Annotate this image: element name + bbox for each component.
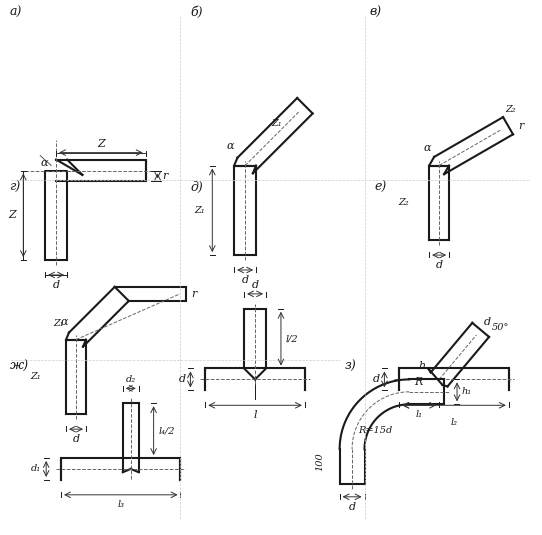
Text: Z₁: Z₁ <box>53 319 64 327</box>
Text: Z₁: Z₁ <box>195 206 205 215</box>
Text: 50°: 50° <box>492 323 509 332</box>
Text: l₂: l₂ <box>450 418 457 427</box>
Text: г): г) <box>9 180 21 194</box>
Text: ж): ж) <box>9 360 29 372</box>
Text: l₃: l₃ <box>117 500 124 509</box>
Text: Z₂: Z₂ <box>399 198 409 208</box>
Text: α: α <box>423 143 431 152</box>
Text: d: d <box>53 280 60 290</box>
Text: α: α <box>60 317 68 327</box>
Text: h: h <box>418 361 426 371</box>
Text: d: d <box>251 280 259 290</box>
Text: d: d <box>372 374 379 385</box>
Text: α: α <box>227 141 234 151</box>
Text: r: r <box>163 171 168 181</box>
Text: д): д) <box>190 180 203 194</box>
Text: Z₂: Z₂ <box>505 105 515 114</box>
Text: а): а) <box>9 6 22 19</box>
Text: l₄/2: l₄/2 <box>159 426 175 435</box>
Text: d₂: d₂ <box>126 376 136 384</box>
Text: r: r <box>518 121 524 131</box>
Text: l: l <box>253 410 257 421</box>
Text: в): в) <box>370 6 382 19</box>
Text: R: R <box>414 377 423 387</box>
Text: d: d <box>73 434 80 444</box>
Text: d: d <box>178 374 185 385</box>
Text: h₁: h₁ <box>462 387 472 396</box>
Text: е): е) <box>375 180 386 194</box>
Text: d: d <box>483 317 491 327</box>
Text: d: d <box>436 260 443 270</box>
Text: l₁: l₁ <box>416 410 423 419</box>
Text: d₁: d₁ <box>31 464 41 473</box>
Text: Z: Z <box>97 139 105 149</box>
Text: r: r <box>191 289 197 299</box>
Text: α: α <box>41 157 48 167</box>
Text: d: d <box>349 502 356 512</box>
Text: d: d <box>242 275 249 285</box>
Text: 100: 100 <box>315 452 324 471</box>
Text: Z₁: Z₁ <box>30 372 41 381</box>
Text: R=15d: R=15d <box>359 426 393 435</box>
Text: Z₁: Z₁ <box>272 119 282 128</box>
Text: l/2: l/2 <box>286 334 299 343</box>
Text: б): б) <box>190 6 203 19</box>
Text: з): з) <box>345 360 357 372</box>
Text: Z: Z <box>9 210 16 220</box>
